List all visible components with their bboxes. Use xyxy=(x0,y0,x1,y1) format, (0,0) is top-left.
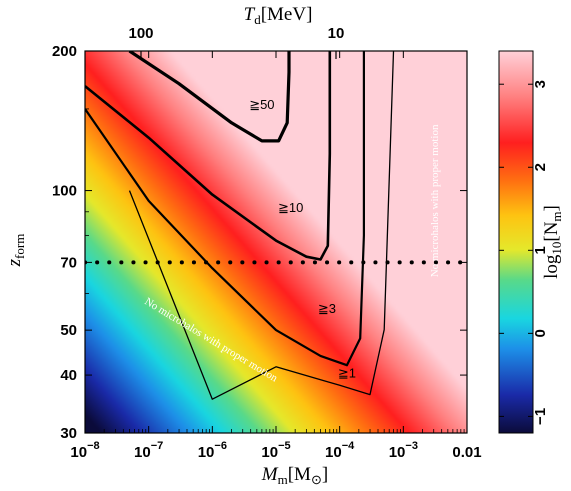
contour-label: ≧10 xyxy=(278,200,303,215)
y-tick-label: 30 xyxy=(60,425,77,442)
y-tick-label: 70 xyxy=(60,254,77,271)
x-axis-label: Mm[M⊙] xyxy=(261,464,328,487)
colorbar-tick-label: 1 xyxy=(532,246,549,254)
y-tick-label: 100 xyxy=(52,183,77,200)
contour-line xyxy=(85,51,332,261)
top-tick-label: 10 xyxy=(328,25,345,42)
annotation-text: No microhalos with proper motion xyxy=(429,124,441,277)
x-tick-label: 0.01 xyxy=(452,444,481,461)
top-axis: 100 10 xyxy=(128,25,344,59)
y-axis-label: zform xyxy=(4,234,27,268)
y-tick-label: 50 xyxy=(60,322,77,339)
x-tick-label: 10−8 xyxy=(70,440,99,461)
contours xyxy=(85,51,395,400)
colorbar: −1 0 1 2 3 log10[Nm] xyxy=(498,50,564,434)
x-axis: 10−8 10−7 10−6 10−5 10−4 10−3 0.01 xyxy=(70,51,482,461)
contour-line xyxy=(128,51,395,400)
colorbar-gradient xyxy=(498,50,534,434)
x-tick-label: 10−3 xyxy=(389,440,418,461)
contour-label: ≧1 xyxy=(338,366,356,381)
contour-label: ≧50 xyxy=(249,97,274,112)
y-tick-label: 200 xyxy=(52,43,77,60)
contour-labels: ≧50 ≧10 ≧3 ≧1 xyxy=(249,97,356,381)
colorbar-tick-label: 0 xyxy=(532,329,549,337)
colorbar-ticks: −1 0 1 2 3 xyxy=(499,80,549,425)
contour-line xyxy=(85,51,365,367)
colorbar-tick-label: −1 xyxy=(532,408,549,425)
x-tick-label: 10−7 xyxy=(134,440,163,461)
top-tick-label: 100 xyxy=(128,25,153,42)
x-tick-label: 10−5 xyxy=(261,440,290,461)
y-axis: 200 100 70 50 40 30 xyxy=(52,43,467,442)
x-tick-label: 10−4 xyxy=(325,440,355,461)
top-axis-label: Td[MeV] xyxy=(244,4,313,27)
y-tick-label: 40 xyxy=(60,367,77,384)
colorbar-tick-label: 2 xyxy=(532,163,549,171)
x-tick-label: 10−6 xyxy=(198,440,227,461)
contour-label: ≧3 xyxy=(318,301,336,316)
colorbar-tick-label: 3 xyxy=(532,80,549,88)
colorbar-label: log10[Nm] xyxy=(541,205,564,279)
contour-line xyxy=(128,51,291,143)
